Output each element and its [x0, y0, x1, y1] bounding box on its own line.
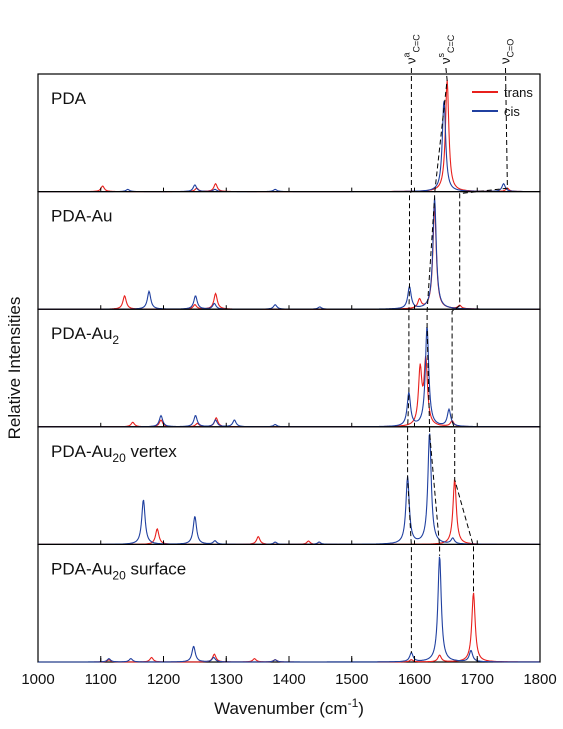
- panel-label-subscript: 20: [112, 568, 126, 582]
- mode-annotation: νC=O: [497, 39, 515, 64]
- panel-label-main: PDA: [51, 89, 87, 108]
- panel-label-subscript: 2: [112, 333, 119, 347]
- panel-label: PDA-Au2: [51, 324, 119, 347]
- mode-annotation-subscript: C=O: [505, 39, 515, 58]
- panel-label: PDA-Au20 surface: [51, 559, 186, 582]
- panel-label: PDA: [51, 89, 87, 108]
- mode-annotation-subscript: C=C: [411, 34, 421, 53]
- guide-line-mode-1: [407, 68, 412, 654]
- x-axis-title-main: Wavenumber (cm: [214, 699, 348, 718]
- mode-annotation-symbol: ν: [497, 58, 512, 65]
- legend-label-cis: cis: [504, 104, 520, 119]
- y-axis-title: Relative Intensities: [5, 297, 24, 440]
- panel-label-suffix: vertex: [126, 442, 178, 461]
- guide-line-mode-3: [451, 67, 508, 593]
- x-axis-title: Wavenumber (cm-1): [214, 696, 364, 718]
- mode-annotation-symbol: ν: [403, 58, 418, 65]
- panel-label-main: PDA-Au: [51, 442, 112, 461]
- x-tick-label: 1200: [147, 671, 180, 688]
- panel-frame: [37, 308, 541, 428]
- x-axis-title-close: ): [358, 699, 364, 718]
- x-tick-label: 1400: [272, 671, 305, 688]
- guide-lines-group: [407, 67, 508, 654]
- mode-annotation-symbol: ν: [438, 58, 453, 65]
- x-tick-label: 1000: [21, 671, 54, 688]
- mode-annotation: νsC=C: [436, 34, 456, 64]
- panel-frame: [37, 73, 541, 193]
- panel-frame: [37, 426, 541, 545]
- mode-annotation-subscript: C=C: [446, 34, 456, 53]
- mode-annotation-superscript: s: [436, 53, 446, 58]
- panel-frame: [37, 543, 541, 663]
- panel-frame: [37, 191, 541, 310]
- panel-label-main: PDA-Au: [51, 324, 112, 343]
- panel-label-main: PDA-Au: [51, 207, 112, 226]
- x-axis-group: 1000 1100 1200 1300 1400 1500 1600 1700 1800 Wave…: [5, 297, 557, 718]
- mode-annotation: νaC=C: [401, 34, 421, 64]
- mode-annotation-superscript: a: [401, 52, 411, 57]
- x-tick-label: 1500: [335, 671, 368, 688]
- cis-spectrum-line: [38, 100, 540, 193]
- panel-label-main: PDA-Au: [51, 559, 112, 578]
- trans-spectrum-line: [38, 206, 540, 310]
- guide-line-mode-2: [426, 67, 448, 556]
- x-tick-label: 1600: [398, 671, 431, 688]
- x-tick-label: 1300: [210, 671, 243, 688]
- panel-label: PDA-Au20 vertex: [51, 442, 177, 465]
- trans-spectrum-line: [38, 355, 540, 428]
- x-tick-label: 1800: [523, 671, 556, 688]
- trans-spectrum-line: [38, 592, 540, 663]
- panel-label-suffix: surface: [126, 559, 186, 578]
- legend-group: trans cis: [472, 85, 533, 119]
- panel-label: PDA-Au: [51, 207, 112, 226]
- trans-spectrum-line: [38, 79, 540, 193]
- cis-spectrum-line: [38, 197, 540, 310]
- panel-label-subscript: 20: [112, 451, 126, 465]
- x-tick-label: 1100: [85, 671, 117, 688]
- x-axis-title-superscript: -1: [348, 696, 359, 710]
- x-tick-label: 1700: [461, 671, 494, 688]
- legend-label-trans: trans: [504, 85, 533, 100]
